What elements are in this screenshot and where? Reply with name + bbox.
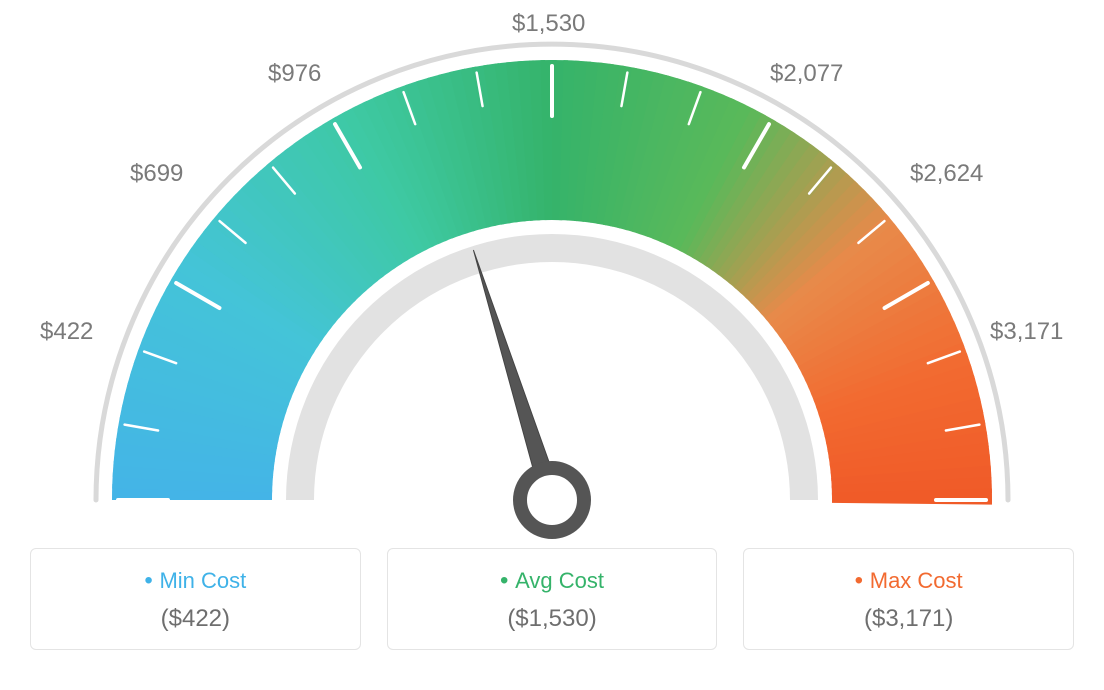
min-cost-value: ($422) <box>41 605 350 633</box>
gauge-tick-label: $2,077 <box>770 60 843 88</box>
gauge-tick-label: $1,530 <box>512 10 585 38</box>
cost-cards: Min Cost ($422) Avg Cost ($1,530) Max Co… <box>0 548 1104 650</box>
avg-cost-card: Avg Cost ($1,530) <box>387 548 718 650</box>
gauge-tick-label: $2,624 <box>910 160 983 188</box>
gauge-chart <box>0 0 1104 540</box>
gauge-tick-label: $422 <box>40 318 93 346</box>
gauge-tick-label: $976 <box>268 60 321 88</box>
min-cost-title: Min Cost <box>41 567 350 595</box>
gauge-tick-label: $3,171 <box>990 318 1063 346</box>
max-cost-card: Max Cost ($3,171) <box>743 548 1074 650</box>
avg-cost-title: Avg Cost <box>398 567 707 595</box>
max-cost-title: Max Cost <box>754 567 1063 595</box>
max-cost-value: ($3,171) <box>754 605 1063 633</box>
avg-cost-value: ($1,530) <box>398 605 707 633</box>
gauge-container: $422 $699 $976 $1,530 $2,077 $2,624 $3,171 <box>0 0 1104 540</box>
min-cost-card: Min Cost ($422) <box>30 548 361 650</box>
gauge-tick-label: $699 <box>130 160 183 188</box>
